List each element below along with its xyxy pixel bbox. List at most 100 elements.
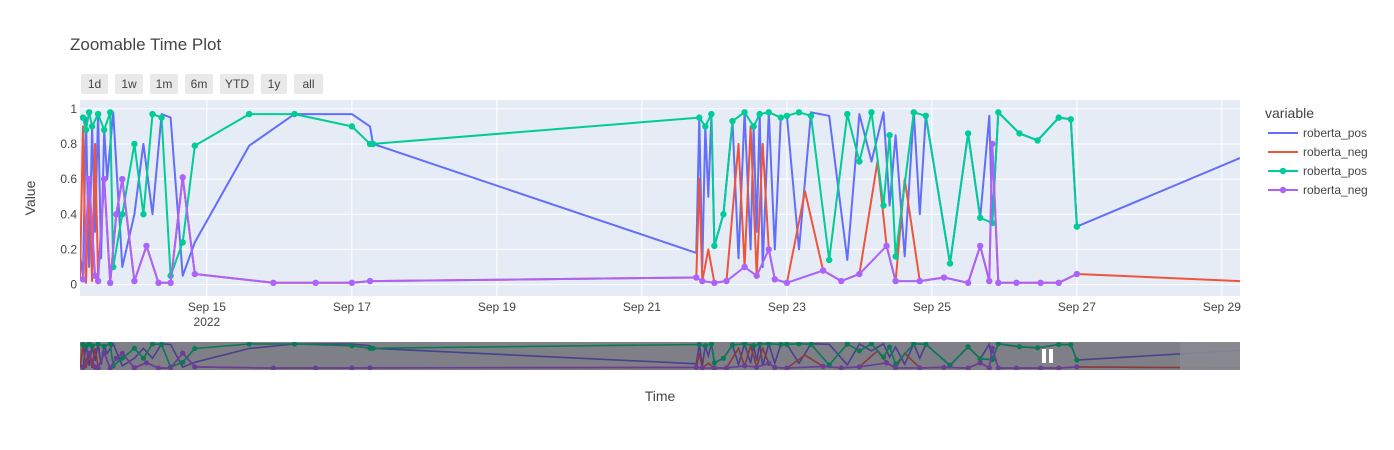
data-point[interactable] bbox=[708, 110, 715, 118]
data-point[interactable] bbox=[119, 175, 126, 183]
legend-item-roberta_pos-2[interactable]: roberta_pos bbox=[1268, 164, 1367, 178]
data-point[interactable] bbox=[1034, 137, 1041, 144]
data-point[interactable] bbox=[892, 277, 899, 285]
data-point[interactable] bbox=[886, 131, 893, 139]
data-point[interactable] bbox=[113, 211, 120, 218]
data-point[interactable] bbox=[995, 109, 1002, 116]
data-point[interactable] bbox=[179, 174, 186, 181]
data-point[interactable] bbox=[1055, 114, 1062, 121]
data-point[interactable] bbox=[750, 123, 757, 130]
data-point[interactable] bbox=[348, 279, 356, 287]
data-point[interactable] bbox=[1073, 270, 1081, 278]
data-point[interactable] bbox=[155, 279, 162, 287]
data-point[interactable] bbox=[711, 242, 718, 250]
data-point[interactable] bbox=[270, 279, 277, 287]
data-point[interactable] bbox=[753, 272, 760, 279]
data-point[interactable] bbox=[765, 109, 772, 116]
range-button-1m[interactable]: 1m bbox=[150, 74, 178, 94]
plot-area[interactable] bbox=[80, 100, 1240, 296]
data-point[interactable] bbox=[143, 242, 150, 250]
data-point[interactable] bbox=[946, 260, 954, 267]
data-point[interactable] bbox=[82, 126, 90, 134]
data-point[interactable] bbox=[977, 242, 984, 250]
legend-item-roberta_pos-0[interactable]: roberta_pos bbox=[1268, 126, 1367, 140]
range-button-1w[interactable]: 1w bbox=[115, 74, 143, 94]
data-point[interactable] bbox=[91, 272, 99, 279]
data-point[interactable] bbox=[149, 110, 156, 118]
data-point[interactable] bbox=[856, 270, 863, 278]
data-point[interactable] bbox=[366, 277, 374, 285]
data-point[interactable] bbox=[771, 276, 778, 283]
data-point[interactable] bbox=[819, 267, 827, 274]
data-point[interactable] bbox=[940, 274, 948, 281]
data-point[interactable] bbox=[131, 277, 138, 285]
data-point[interactable] bbox=[1016, 130, 1023, 137]
data-point[interactable] bbox=[94, 277, 102, 285]
data-point[interactable] bbox=[729, 117, 736, 125]
data-point[interactable] bbox=[765, 246, 772, 253]
range-button-1d[interactable]: 1d bbox=[81, 74, 108, 94]
range-slider-handle-right[interactable] bbox=[1049, 349, 1053, 363]
data-point[interactable] bbox=[100, 175, 108, 183]
data-point[interactable] bbox=[1055, 279, 1062, 287]
data-point[interactable] bbox=[868, 109, 875, 116]
data-point[interactable] bbox=[107, 279, 114, 287]
range-slider-track[interactable] bbox=[80, 342, 1240, 370]
data-point[interactable] bbox=[291, 110, 298, 118]
range-button-all[interactable]: all bbox=[294, 74, 323, 94]
data-point[interactable] bbox=[892, 253, 899, 260]
data-point[interactable] bbox=[348, 123, 356, 130]
data-point[interactable] bbox=[191, 142, 198, 149]
data-point[interactable] bbox=[910, 109, 917, 116]
data-point[interactable] bbox=[795, 109, 803, 116]
data-point[interactable] bbox=[741, 109, 748, 116]
legend-item-roberta_neg-1[interactable]: roberta_neg bbox=[1268, 145, 1368, 159]
data-point[interactable] bbox=[880, 202, 887, 209]
data-point[interactable] bbox=[85, 109, 93, 116]
data-point[interactable] bbox=[693, 274, 700, 281]
data-point[interactable] bbox=[131, 140, 138, 148]
data-point[interactable] bbox=[777, 114, 785, 121]
data-point[interactable] bbox=[140, 211, 147, 218]
data-point[interactable] bbox=[741, 263, 748, 271]
data-point[interactable] bbox=[88, 123, 96, 130]
data-point[interactable] bbox=[844, 110, 851, 118]
data-point[interactable] bbox=[245, 110, 253, 118]
data-point[interactable] bbox=[986, 277, 993, 285]
range-button-ytd[interactable]: YTD bbox=[220, 74, 254, 94]
range-button-6m[interactable]: 6m bbox=[185, 74, 213, 94]
data-point[interactable] bbox=[94, 110, 102, 118]
data-point[interactable] bbox=[783, 112, 791, 120]
data-point[interactable] bbox=[107, 109, 114, 116]
data-point[interactable] bbox=[856, 158, 863, 165]
data-point[interactable] bbox=[312, 279, 319, 287]
data-point[interactable] bbox=[80, 276, 87, 283]
data-point[interactable] bbox=[1037, 279, 1044, 287]
data-point[interactable] bbox=[838, 277, 845, 285]
range-slider-handle-left[interactable] bbox=[1042, 349, 1046, 363]
data-point[interactable] bbox=[80, 114, 87, 121]
data-point[interactable] bbox=[699, 277, 706, 285]
data-point[interactable] bbox=[1013, 279, 1020, 287]
data-point[interactable] bbox=[916, 277, 923, 285]
data-point[interactable] bbox=[100, 126, 108, 134]
data-point[interactable] bbox=[179, 239, 186, 246]
data-point[interactable] bbox=[883, 242, 890, 250]
data-point[interactable] bbox=[1073, 223, 1081, 230]
data-point[interactable] bbox=[1067, 116, 1075, 123]
data-point[interactable] bbox=[191, 270, 198, 278]
data-point[interactable] bbox=[158, 114, 165, 121]
data-point[interactable] bbox=[922, 112, 930, 120]
data-point[interactable] bbox=[369, 140, 377, 148]
data-point[interactable] bbox=[720, 211, 727, 218]
data-point[interactable] bbox=[723, 277, 730, 285]
data-point[interactable] bbox=[119, 211, 126, 218]
data-point[interactable] bbox=[989, 140, 996, 148]
data-point[interactable] bbox=[711, 279, 718, 287]
data-point[interactable] bbox=[167, 279, 174, 287]
data-point[interactable] bbox=[964, 130, 972, 137]
data-point[interactable] bbox=[783, 279, 791, 287]
legend-item-roberta_neg-3[interactable]: roberta_neg bbox=[1268, 183, 1368, 197]
data-point[interactable] bbox=[995, 279, 1002, 287]
range-slider[interactable] bbox=[80, 341, 1240, 371]
